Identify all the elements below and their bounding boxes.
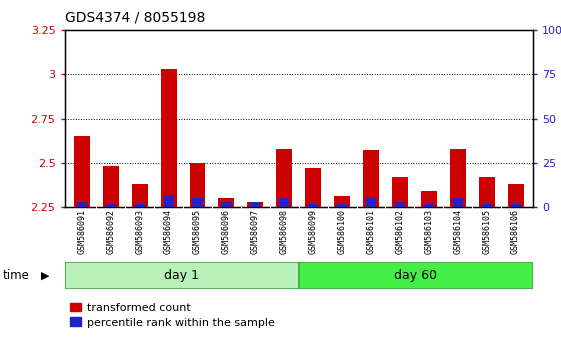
Bar — [298, 262, 533, 289]
Text: GSM586105: GSM586105 — [482, 209, 491, 255]
Bar — [479, 177, 495, 207]
Bar — [366, 198, 376, 207]
Text: day 1: day 1 — [164, 269, 199, 282]
Bar — [74, 136, 90, 207]
Bar — [308, 204, 318, 207]
Bar — [190, 163, 205, 207]
Text: GSM586098: GSM586098 — [280, 209, 289, 255]
Bar — [164, 195, 174, 207]
Bar — [192, 198, 203, 207]
Text: GSM586106: GSM586106 — [511, 209, 520, 255]
Bar — [421, 191, 437, 207]
Bar — [482, 204, 492, 207]
Bar — [160, 69, 177, 207]
Bar — [508, 184, 523, 207]
Text: GSM586092: GSM586092 — [106, 209, 115, 255]
Text: GDS4374 / 8055198: GDS4374 / 8055198 — [65, 11, 205, 25]
Bar — [450, 149, 466, 207]
Bar — [218, 198, 234, 207]
Bar — [77, 202, 87, 207]
Text: GSM586102: GSM586102 — [396, 209, 404, 255]
Bar — [247, 202, 263, 207]
Bar — [392, 177, 408, 207]
Text: GSM586094: GSM586094 — [164, 209, 173, 255]
Bar — [277, 149, 292, 207]
Bar — [222, 202, 232, 207]
Text: GSM586097: GSM586097 — [251, 209, 260, 255]
Text: GSM586093: GSM586093 — [135, 209, 144, 255]
Text: GSM586091: GSM586091 — [77, 209, 86, 255]
Text: GSM586101: GSM586101 — [366, 209, 375, 255]
Bar — [511, 204, 521, 207]
Bar — [135, 204, 145, 207]
Text: GSM586095: GSM586095 — [193, 209, 202, 255]
Bar — [65, 262, 298, 289]
Text: GSM586099: GSM586099 — [309, 209, 318, 255]
Bar — [103, 166, 119, 207]
Bar — [334, 196, 350, 207]
Bar — [337, 204, 347, 207]
Text: GSM586103: GSM586103 — [424, 209, 433, 255]
Bar — [453, 198, 463, 207]
Bar — [395, 202, 405, 207]
Text: GSM586096: GSM586096 — [222, 209, 231, 255]
Text: time: time — [3, 269, 30, 282]
Text: ▶: ▶ — [41, 270, 49, 280]
Text: GSM586100: GSM586100 — [338, 209, 347, 255]
Legend: transformed count, percentile rank within the sample: transformed count, percentile rank withi… — [70, 303, 275, 327]
Text: day 60: day 60 — [394, 269, 438, 282]
Bar — [424, 204, 434, 207]
Bar — [363, 150, 379, 207]
Bar — [305, 168, 321, 207]
Bar — [250, 202, 260, 207]
Text: GSM586104: GSM586104 — [453, 209, 462, 255]
Bar — [105, 204, 116, 207]
Bar — [132, 184, 148, 207]
Bar — [279, 198, 289, 207]
